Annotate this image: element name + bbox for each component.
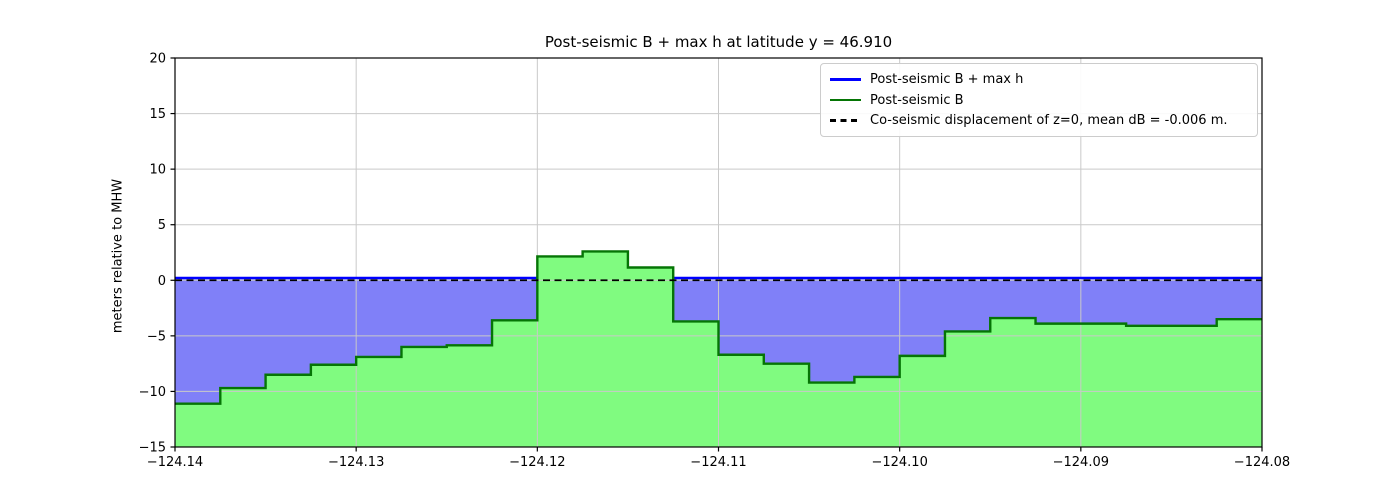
y-tick-label: 5	[158, 218, 166, 233]
y-tick-label: −10	[139, 385, 166, 400]
y-tick-label: −5	[147, 329, 166, 344]
y-axis-label: meters relative to MHW	[110, 178, 126, 334]
y-tick-label: 10	[149, 163, 166, 178]
x-tick-label: −124.10	[871, 455, 927, 470]
post-seismic-b-line	[175, 250, 1262, 405]
chart-title: Post-seismic B + max h at latitude y = 4…	[544, 33, 893, 51]
legend-label-post-seismic-b: Post-seismic B	[870, 92, 964, 108]
blue-line-swatch	[830, 78, 861, 81]
x-tick-label: −124.13	[328, 455, 384, 470]
x-tick-label: −124.11	[690, 455, 746, 470]
legend-item-co-seismic-z0: Co-seismic displacement of z=0, mean dB …	[830, 110, 1248, 131]
y-tick-label: 0	[158, 274, 166, 289]
x-tick-label: −124.09	[1053, 455, 1109, 470]
legend-item-b-plus-max-h: Post-seismic B + max h	[830, 69, 1248, 90]
y-tick-label: 15	[149, 107, 166, 122]
x-tick-label: −124.12	[509, 455, 565, 470]
legend-label-b-plus-max-h: Post-seismic B + max h	[870, 71, 1024, 87]
y-tick-label: −15	[139, 441, 166, 456]
y-tick-label: 20	[149, 52, 166, 67]
black-dashed-line-swatch	[830, 119, 861, 122]
legend-label-co-seismic-z0: Co-seismic displacement of z=0, mean dB …	[870, 113, 1228, 129]
legend-item-post-seismic-b: Post-seismic B	[830, 90, 1248, 111]
x-tick-label: −124.08	[1234, 455, 1290, 470]
legend: Post-seismic B + max h Post-seismic B Co…	[820, 63, 1258, 137]
green-line-swatch	[830, 98, 861, 102]
x-tick-label: −124.14	[147, 455, 203, 470]
